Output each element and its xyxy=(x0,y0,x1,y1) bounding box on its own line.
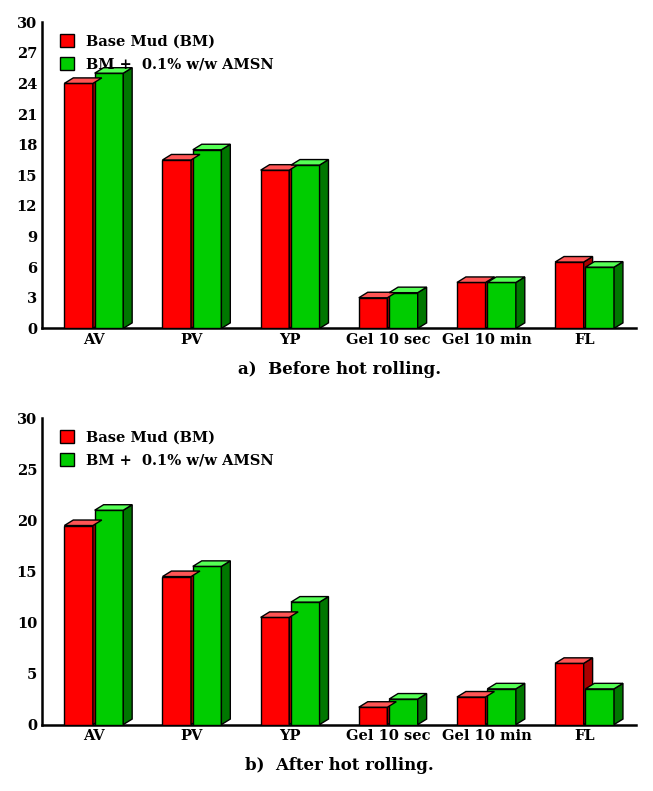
Polygon shape xyxy=(555,256,593,262)
Polygon shape xyxy=(191,154,200,328)
Polygon shape xyxy=(614,262,623,328)
Polygon shape xyxy=(486,277,494,328)
Polygon shape xyxy=(93,520,102,725)
Polygon shape xyxy=(358,707,387,725)
X-axis label: a)  Before hot rolling.: a) Before hot rolling. xyxy=(238,361,441,378)
Polygon shape xyxy=(95,68,132,74)
Polygon shape xyxy=(555,262,584,328)
Polygon shape xyxy=(387,702,396,725)
Polygon shape xyxy=(487,282,516,328)
Polygon shape xyxy=(555,658,593,664)
Polygon shape xyxy=(65,520,102,525)
Polygon shape xyxy=(586,262,623,267)
Polygon shape xyxy=(358,702,396,707)
Polygon shape xyxy=(614,683,623,725)
Polygon shape xyxy=(418,694,426,725)
Polygon shape xyxy=(389,293,418,328)
Polygon shape xyxy=(95,510,123,725)
Polygon shape xyxy=(555,664,584,725)
Polygon shape xyxy=(123,68,132,328)
Polygon shape xyxy=(584,256,593,328)
Polygon shape xyxy=(261,170,289,328)
Polygon shape xyxy=(163,160,191,328)
Polygon shape xyxy=(193,566,221,725)
Polygon shape xyxy=(291,160,328,165)
Polygon shape xyxy=(123,505,132,725)
Polygon shape xyxy=(95,74,123,328)
Polygon shape xyxy=(584,658,593,725)
Polygon shape xyxy=(319,596,328,725)
Polygon shape xyxy=(487,683,525,689)
Polygon shape xyxy=(65,78,102,83)
Polygon shape xyxy=(516,683,525,725)
Polygon shape xyxy=(358,292,396,297)
Polygon shape xyxy=(291,596,328,602)
Polygon shape xyxy=(289,165,298,328)
Polygon shape xyxy=(65,525,93,725)
Polygon shape xyxy=(93,78,102,328)
Legend: Base Mud (BM), BM +  0.1% w/w AMSN: Base Mud (BM), BM + 0.1% w/w AMSN xyxy=(56,426,278,472)
Polygon shape xyxy=(457,691,494,697)
Polygon shape xyxy=(163,154,200,160)
Polygon shape xyxy=(487,277,525,282)
Polygon shape xyxy=(193,561,231,566)
Polygon shape xyxy=(191,571,200,725)
Polygon shape xyxy=(65,83,93,328)
Polygon shape xyxy=(261,618,289,725)
Legend: Base Mud (BM), BM +  0.1% w/w AMSN: Base Mud (BM), BM + 0.1% w/w AMSN xyxy=(56,29,278,76)
Polygon shape xyxy=(291,165,319,328)
Polygon shape xyxy=(221,561,231,725)
Polygon shape xyxy=(487,689,516,725)
Polygon shape xyxy=(418,287,426,328)
Polygon shape xyxy=(163,577,191,725)
Polygon shape xyxy=(193,149,221,328)
Polygon shape xyxy=(516,277,525,328)
Polygon shape xyxy=(586,267,614,328)
Polygon shape xyxy=(291,602,319,725)
Polygon shape xyxy=(261,165,298,170)
Polygon shape xyxy=(457,282,486,328)
Polygon shape xyxy=(389,287,426,293)
Polygon shape xyxy=(163,571,200,577)
X-axis label: b)  After hot rolling.: b) After hot rolling. xyxy=(245,757,434,774)
Polygon shape xyxy=(221,144,231,328)
Polygon shape xyxy=(289,612,298,725)
Polygon shape xyxy=(457,277,494,282)
Polygon shape xyxy=(193,144,231,149)
Polygon shape xyxy=(319,160,328,328)
Polygon shape xyxy=(486,691,494,725)
Polygon shape xyxy=(358,297,387,328)
Polygon shape xyxy=(586,689,614,725)
Polygon shape xyxy=(389,699,418,725)
Polygon shape xyxy=(389,694,426,699)
Polygon shape xyxy=(387,292,396,328)
Polygon shape xyxy=(586,683,623,689)
Polygon shape xyxy=(261,612,298,618)
Polygon shape xyxy=(95,505,132,510)
Polygon shape xyxy=(457,697,486,725)
